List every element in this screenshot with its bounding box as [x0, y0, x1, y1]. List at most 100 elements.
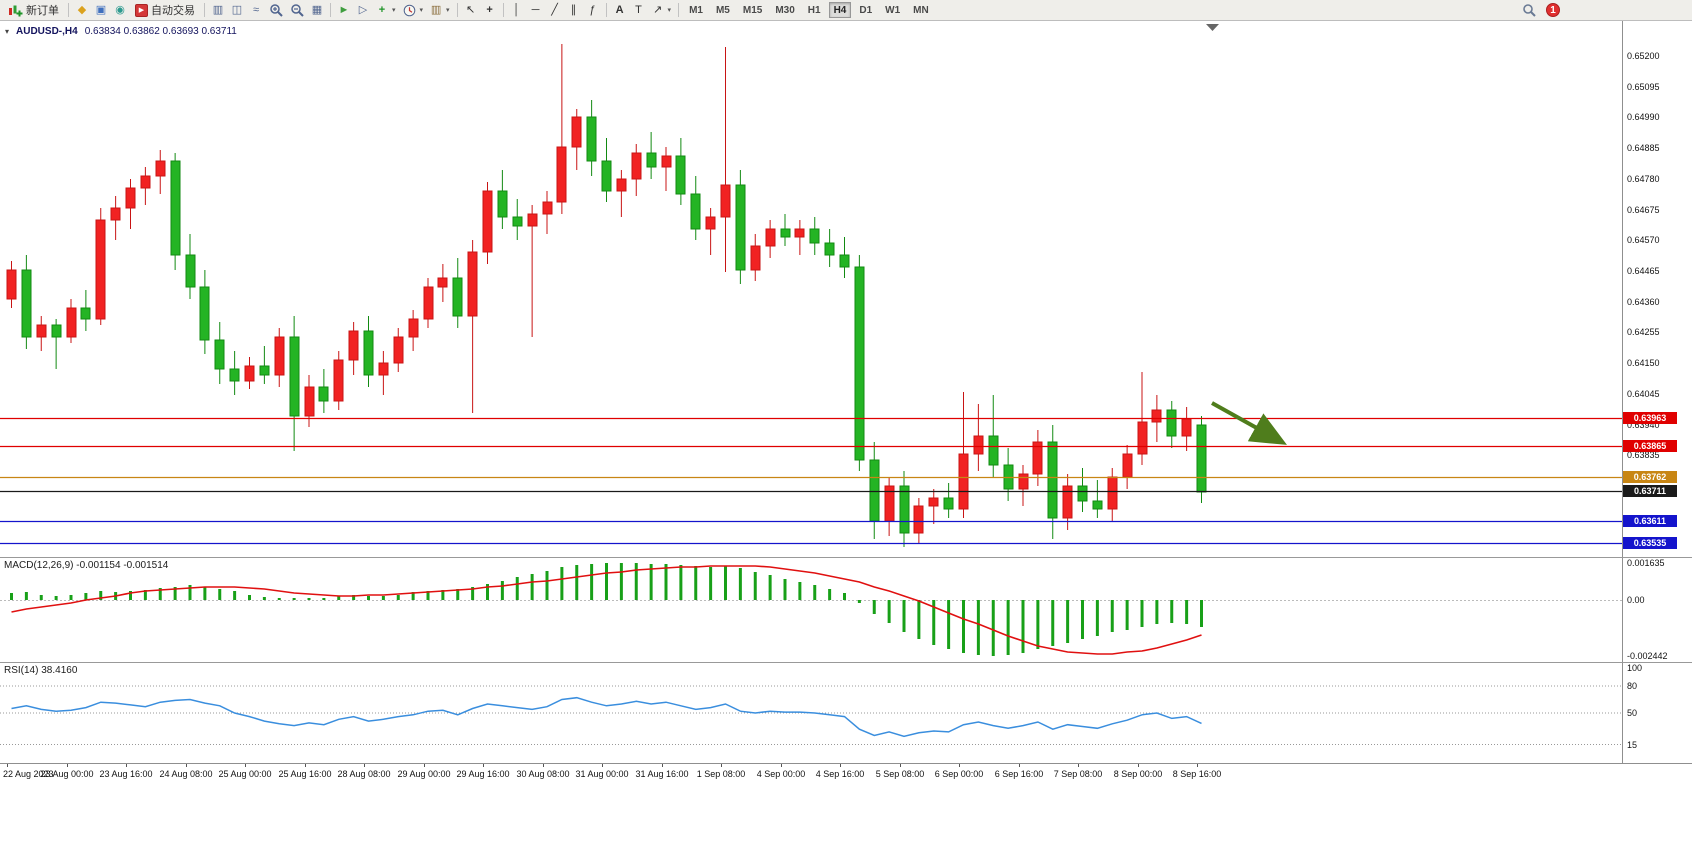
- zoom-in-icon: [270, 4, 283, 17]
- timeframe-h1-button[interactable]: H1: [807, 5, 821, 16]
- timeframe-w1-button[interactable]: W1: [885, 5, 901, 16]
- cursor-tool-button[interactable]: ↖: [462, 1, 480, 19]
- candle-body: [304, 386, 315, 417]
- templates-button[interactable]: ▥ ▾: [427, 1, 453, 19]
- indicators-button[interactable]: + ▾: [373, 1, 399, 19]
- candle-body: [631, 152, 642, 180]
- macd-label: MACD(12,26,9) -0.001154 -0.001514: [4, 560, 169, 571]
- timeframe-m30-button[interactable]: M30: [775, 5, 795, 16]
- timeframe-d1-button[interactable]: D1: [859, 5, 873, 16]
- price-tag[interactable]: 0.63963: [1623, 412, 1677, 424]
- candle-body: [899, 485, 910, 534]
- rsi-axis[interactable]: 100 80 50 15: [1622, 663, 1692, 763]
- text-label-tool-button[interactable]: T: [630, 1, 648, 19]
- symbol-dropdown-icon[interactable]: ▾: [5, 27, 10, 36]
- rsi-indicator-panel: RSI(14) 38.4160 100 80 50 15: [0, 662, 1692, 763]
- channel-tool-button[interactable]: ∥: [565, 1, 583, 19]
- candle-body: [616, 178, 627, 192]
- candle-body: [1018, 473, 1029, 490]
- price-tag[interactable]: 0.63711: [1623, 485, 1677, 497]
- strategy-tester-button[interactable]: ◉: [111, 1, 129, 19]
- time-axis-label: 1 Sep 08:00: [696, 769, 746, 779]
- candle-body: [1181, 418, 1192, 437]
- candle-body: [1092, 500, 1103, 510]
- toolbar-separator: [330, 3, 331, 17]
- metaeditor-button[interactable]: ◆: [73, 1, 91, 19]
- time-axis-tick: [1197, 764, 1198, 767]
- auto-scroll-button[interactable]: ►: [335, 1, 353, 19]
- candle-body: [482, 190, 493, 253]
- timeframe-mn-button[interactable]: MN: [913, 5, 929, 16]
- vertical-line-tool-button[interactable]: │: [508, 1, 526, 19]
- timeframe-m1-button[interactable]: M1: [689, 5, 703, 16]
- candle-body: [601, 160, 612, 192]
- time-axis[interactable]: 22 Aug 2023 23 Aug 00:00 23 Aug 16:00 24 Au…: [0, 763, 1692, 783]
- market-watch-button[interactable]: ▣: [92, 1, 110, 19]
- periods-button[interactable]: ▾: [400, 1, 427, 19]
- notification-badge[interactable]: 1: [1546, 3, 1560, 17]
- time-axis-tick: [1138, 764, 1139, 767]
- time-axis-label: 28 Aug 08:00: [337, 769, 391, 779]
- macd-axis[interactable]: 0.001635 0.00 -0.002442: [1622, 558, 1692, 662]
- line-chart-mode-button[interactable]: ≈: [247, 1, 265, 19]
- horizontal-line-tool-button[interactable]: ─: [527, 1, 545, 19]
- rsi-plot[interactable]: RSI(14) 38.4160: [0, 663, 1622, 763]
- toolbar-separator: [456, 3, 458, 17]
- zoom-out-button[interactable]: [287, 1, 307, 19]
- auto-scroll-icon: ►: [338, 4, 350, 16]
- price-tag[interactable]: 0.63865: [1623, 440, 1677, 452]
- tile-windows-icon: ▦: [311, 4, 323, 16]
- text-tool-button[interactable]: A: [611, 1, 629, 19]
- macd-plot[interactable]: MACD(12,26,9) -0.001154 -0.001514: [0, 558, 1622, 662]
- candle-body: [750, 245, 761, 271]
- search-button[interactable]: [1519, 1, 1539, 19]
- trendline-tool-button[interactable]: ╱: [546, 1, 564, 19]
- candle-body: [958, 453, 969, 510]
- price-tag[interactable]: 0.63535: [1623, 537, 1677, 549]
- time-axis-label: 25 Aug 16:00: [278, 769, 332, 779]
- candle-body: [794, 228, 805, 238]
- bar-chart-icon: ▥: [212, 4, 224, 16]
- time-axis-tick: [1019, 764, 1020, 767]
- new-order-button[interactable]: 新订单: [3, 1, 64, 19]
- arrows-tool-button[interactable]: ↗ ▾: [649, 1, 675, 19]
- crosshair-tool-button[interactable]: +: [481, 1, 499, 19]
- price-axis-label: 0.64255: [1627, 327, 1660, 337]
- chart-shift-button[interactable]: ▷: [354, 1, 372, 19]
- candle-body: [661, 155, 672, 168]
- bar-chart-mode-button[interactable]: ▥: [209, 1, 227, 19]
- timeframe-m15-button[interactable]: M15: [742, 5, 763, 16]
- strategy-tester-icon: ◉: [115, 4, 125, 16]
- time-axis-label: 4 Sep 16:00: [815, 769, 865, 779]
- price-tag[interactable]: 0.63762: [1623, 471, 1677, 483]
- macd-axis-label: 0.00: [1627, 595, 1645, 605]
- auto-trading-button[interactable]: ▶ 自动交易: [130, 1, 200, 19]
- price-tag[interactable]: 0.63611: [1623, 515, 1677, 527]
- candle-body: [586, 116, 597, 162]
- text-tool-icon: A: [615, 4, 624, 16]
- tile-windows-button[interactable]: ▦: [308, 1, 326, 19]
- candle-body: [437, 277, 448, 288]
- candle-body: [824, 242, 835, 256]
- candlestick-mode-button[interactable]: ◫: [228, 1, 246, 19]
- candle-body: [913, 505, 924, 534]
- timeframe-h4-button[interactable]: H4: [828, 2, 852, 18]
- candle-body: [1137, 421, 1148, 455]
- candle-body: [185, 254, 196, 288]
- chart-shift-marker[interactable]: [1206, 24, 1219, 31]
- fibonacci-tool-button[interactable]: ƒ: [584, 1, 602, 19]
- candlestick-chart-icon: ◫: [231, 4, 243, 16]
- zoom-in-button[interactable]: [266, 1, 286, 19]
- dropdown-arrow-icon: ▾: [419, 7, 424, 14]
- toolbar-separator: [605, 3, 607, 17]
- candle-body: [1047, 441, 1058, 519]
- macd-signal-line: [11, 565, 1202, 655]
- main-chart-plot[interactable]: ▾ AUDUSD-,H4 0.63834 0.63862 0.63693 0.6…: [0, 21, 1622, 557]
- new-order-label: 新订单: [26, 5, 59, 17]
- sell-arrow-annotation[interactable]: [1211, 401, 1287, 445]
- vertical-line-icon: │: [513, 4, 520, 16]
- price-axis[interactable]: 0.65200 0.65095 0.64990 0.64885 0.64780 0.646…: [1622, 21, 1692, 557]
- timeframe-m5-button[interactable]: M5: [715, 5, 730, 16]
- candle-body: [348, 330, 359, 361]
